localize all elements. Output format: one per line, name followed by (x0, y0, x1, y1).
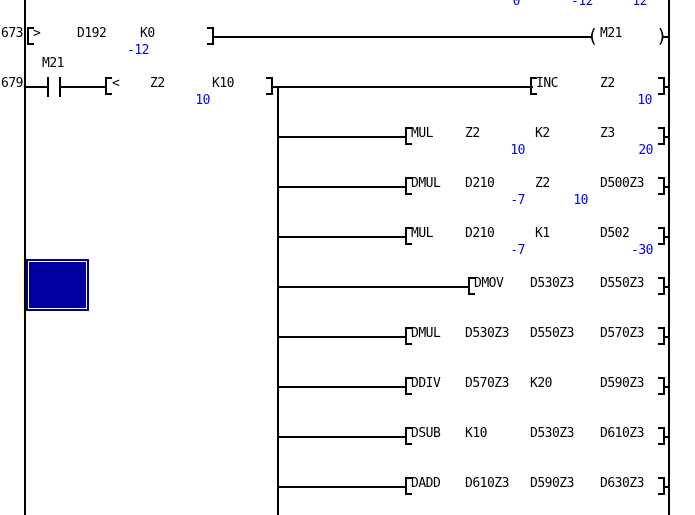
instruction-op[interactable]: DDIV (411, 376, 441, 391)
wire (664, 186, 670, 188)
instruction-op[interactable]: MUL (411, 126, 433, 141)
instruction-bracket-left-icon (530, 77, 537, 95)
instruction-bracket-right-icon (266, 77, 273, 95)
device-operand[interactable]: D630Z3 (600, 476, 644, 491)
coil-paren-icon[interactable]: ) (656, 25, 668, 47)
wire (278, 486, 406, 488)
device-operand[interactable]: D570Z3 (600, 326, 644, 341)
monitor-value: 10 (637, 93, 652, 108)
wire (278, 286, 469, 288)
instruction-bracket-left-icon (405, 227, 412, 245)
wire (278, 336, 406, 338)
instruction-bracket-left-icon (405, 427, 412, 445)
device-operand[interactable]: D500Z3 (600, 176, 644, 191)
coil-paren-icon[interactable]: ( (587, 25, 599, 47)
device-operand[interactable]: Z2 (150, 76, 165, 91)
device-operand[interactable]: K20 (530, 376, 552, 391)
instruction-bracket-left-icon (405, 127, 412, 145)
rung-number: 673 (1, 26, 23, 41)
compare-operator[interactable]: < (112, 76, 120, 91)
branch-rail (277, 87, 279, 515)
coil-device[interactable]: M21 (600, 26, 622, 41)
instruction-op[interactable]: DMUL (411, 326, 441, 341)
instruction-bracket-left-icon (105, 77, 112, 95)
monitor-value: -30 (631, 243, 653, 258)
wire (278, 136, 406, 138)
monitor-value: 12 (632, 0, 647, 9)
device-operand[interactable]: D210 (465, 176, 495, 191)
device-operand[interactable]: D192 (77, 26, 107, 41)
instruction-op[interactable]: MUL (411, 226, 433, 241)
contact-bar[interactable] (59, 77, 61, 97)
wire (664, 336, 670, 338)
monitor-value: -7 (510, 243, 525, 258)
device-operand[interactable]: K1 (535, 226, 550, 241)
wire (664, 486, 670, 488)
wire (26, 86, 48, 88)
monitor-value: -12 (127, 43, 149, 58)
wire (278, 186, 406, 188)
wire (278, 236, 406, 238)
contact-device-label: M21 (42, 56, 64, 71)
monitor-value: 0 (512, 0, 521, 9)
monitor-value: 20 (638, 143, 653, 158)
instruction-op[interactable]: DMUL (411, 176, 441, 191)
instruction-op[interactable]: DSUB (411, 426, 441, 441)
device-operand[interactable]: K2 (535, 126, 550, 141)
right-power-rail (668, 0, 670, 515)
instruction-bracket-left-icon (27, 27, 34, 45)
wire (664, 86, 670, 88)
device-operand[interactable]: Z3 (600, 126, 615, 141)
wire (664, 436, 670, 438)
monitor-value: 10 (510, 143, 525, 158)
device-operand[interactable]: D210 (465, 226, 495, 241)
device-operand[interactable]: K0 (140, 26, 155, 41)
instruction-op[interactable]: INC (536, 76, 558, 91)
instruction-op[interactable]: DMOV (474, 276, 504, 291)
device-operand[interactable]: D530Z3 (530, 276, 574, 291)
monitor-value: -12 (571, 0, 593, 9)
device-operand[interactable]: D590Z3 (530, 476, 574, 491)
device-operand[interactable]: D530Z3 (465, 326, 509, 341)
wire (664, 236, 670, 238)
instruction-bracket-left-icon (405, 477, 412, 495)
device-operand[interactable]: D550Z3 (530, 326, 574, 341)
instruction-bracket-left-icon (405, 327, 412, 345)
device-operand[interactable]: K10 (465, 426, 487, 441)
instruction-bracket-left-icon (405, 177, 412, 195)
device-operand[interactable]: D570Z3 (465, 376, 509, 391)
device-operand[interactable]: Z2 (465, 126, 480, 141)
wire (213, 36, 591, 38)
device-operand[interactable]: D550Z3 (600, 276, 644, 291)
wire (61, 86, 106, 88)
wire (273, 86, 533, 88)
device-operand[interactable]: D610Z3 (600, 426, 644, 441)
wire (663, 36, 670, 38)
device-operand[interactable]: D530Z3 (530, 426, 574, 441)
monitor-value: 10 (573, 193, 588, 208)
device-operand[interactable]: Z2 (600, 76, 615, 91)
compare-operator[interactable]: > (33, 26, 41, 41)
device-operand[interactable]: K10 (212, 76, 234, 91)
device-operand[interactable]: D590Z3 (600, 376, 644, 391)
rung-number: 679 (1, 76, 23, 91)
wire (278, 386, 406, 388)
edit-cursor[interactable] (26, 259, 89, 311)
device-operand[interactable]: D502 (600, 226, 630, 241)
wire (664, 136, 670, 138)
instruction-op[interactable]: DADD (411, 476, 441, 491)
wire (278, 436, 406, 438)
left-power-rail (24, 0, 26, 515)
wire (664, 286, 670, 288)
contact-bar[interactable] (47, 77, 49, 97)
monitor-value: 10 (195, 93, 210, 108)
device-operand[interactable]: Z2 (535, 176, 550, 191)
wire (664, 386, 670, 388)
instruction-bracket-left-icon (405, 377, 412, 395)
device-operand[interactable]: D610Z3 (465, 476, 509, 491)
instruction-bracket-left-icon (468, 277, 475, 295)
monitor-value: -7 (510, 193, 525, 208)
